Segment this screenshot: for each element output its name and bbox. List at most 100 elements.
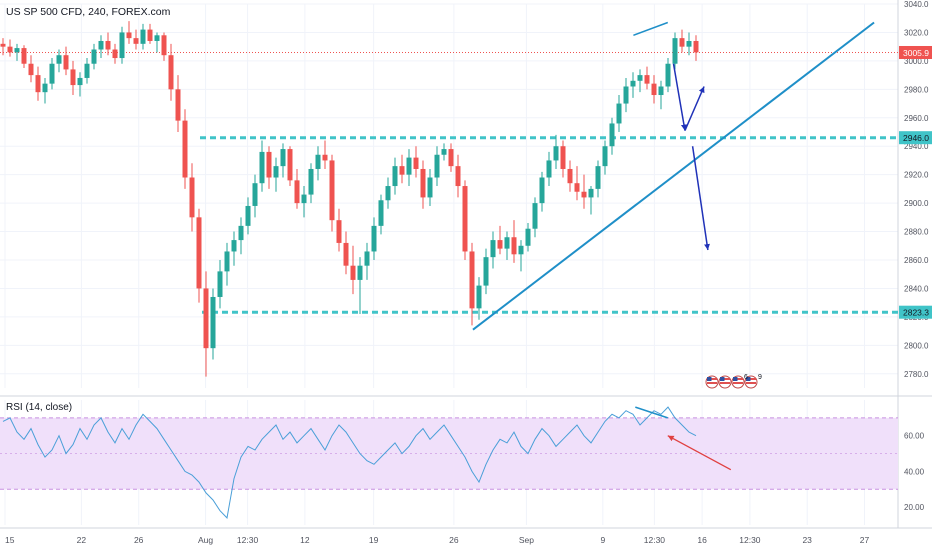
price-tick-label: 2880.0 (904, 228, 929, 237)
level-price-label: 2823.3 (903, 308, 929, 318)
candle-body (413, 157, 419, 169)
price-tick-label: 2840.0 (904, 284, 929, 293)
us-flag-icon[interactable] (705, 375, 719, 389)
candle-body (525, 228, 531, 246)
candle-body (112, 49, 118, 59)
rsi-tick-label: 20.00 (904, 503, 925, 512)
time-tick-label: 12:30 (237, 535, 259, 545)
candle-body (651, 83, 657, 96)
candle-body (357, 265, 363, 280)
candle-body (476, 285, 482, 309)
candle-body (168, 55, 174, 90)
candle-body (406, 157, 412, 175)
rsi-band (0, 417, 898, 490)
rsi-divergence-line[interactable] (635, 406, 669, 419)
candle-body (301, 194, 307, 204)
candle-body (462, 186, 468, 252)
candle-body (658, 86, 664, 96)
projection-arrow[interactable] (672, 63, 687, 131)
us-flag-icon[interactable] (718, 375, 732, 389)
candle-body (490, 240, 496, 258)
candle-body (518, 245, 524, 255)
badge-count: 6 (744, 374, 748, 381)
candle-body (679, 38, 685, 47)
candle-body (560, 146, 566, 169)
candle-body (371, 225, 377, 252)
time-tick-label: 22 (77, 535, 87, 545)
projection-arrow[interactable] (684, 86, 705, 131)
candle-body (28, 63, 34, 76)
candle-body (665, 63, 671, 87)
candle-body (231, 240, 237, 252)
candle-body (133, 38, 139, 44)
time-tick-label: 26 (449, 535, 459, 545)
badge-count: 9 (758, 374, 762, 381)
time-tick-label: 23 (802, 535, 812, 545)
price-tick-label: 2960.0 (904, 114, 929, 123)
projection-arrow[interactable] (691, 146, 710, 251)
candle-body (14, 48, 20, 53)
candle-body (343, 242, 349, 266)
time-tick-label: Sep (519, 535, 534, 545)
candle-body (273, 166, 279, 178)
candle-body (315, 154, 321, 169)
candle-body (616, 103, 622, 124)
candle-body (98, 40, 104, 50)
candle-body (119, 32, 125, 59)
candle-body (252, 183, 258, 206)
rsi-series-line (2, 406, 697, 519)
candle-body (266, 151, 272, 178)
candle-body (259, 151, 265, 184)
candle-body (21, 48, 27, 64)
time-tick-label: 16 (697, 535, 707, 545)
candle-body (420, 168, 426, 198)
time-tick-label: 27 (860, 535, 870, 545)
candle-body (385, 186, 391, 201)
candle-body (497, 240, 503, 249)
candle-body (77, 77, 83, 86)
time-tick-label: 26 (134, 535, 144, 545)
candle-body (392, 166, 398, 187)
price-grid (0, 0, 932, 529)
candle-body (364, 251, 370, 266)
candle-body (308, 168, 314, 195)
level-price-label-bg (899, 305, 932, 319)
candle-body (245, 205, 251, 226)
candle-body (567, 168, 573, 184)
candle-body (630, 80, 636, 87)
candle-body (147, 29, 153, 41)
candle-body (35, 75, 41, 93)
candle-body (511, 237, 517, 255)
candle-body (455, 166, 461, 187)
us-flag-icon[interactable] (731, 375, 745, 389)
time-tick-label: 9 (600, 535, 605, 545)
candle-body (217, 271, 223, 297)
time-tick-label: 12 (300, 535, 310, 545)
candle-body (686, 40, 692, 47)
candle-body (532, 203, 538, 229)
price-high-divergence-line[interactable] (633, 21, 669, 36)
level-price-label-bg (899, 131, 932, 145)
price-tick-label: 2920.0 (904, 171, 929, 180)
candle-body (105, 40, 111, 50)
candle-body (182, 120, 188, 178)
candle-body (7, 46, 13, 53)
candle-body (553, 146, 559, 161)
candle-body (350, 265, 356, 280)
candle-body (602, 146, 608, 167)
candle-body (427, 177, 433, 198)
price-axis: 2780.02800.02820.02840.02860.02880.02900… (899, 0, 932, 379)
candle-body (224, 251, 230, 272)
candle-body (210, 296, 216, 349)
candle-body (336, 220, 342, 243)
candle-body (126, 32, 132, 39)
ascending-trendline[interactable] (472, 21, 875, 331)
time-tick-label: 12:30 (644, 535, 666, 545)
price-tick-label: 3020.0 (904, 28, 929, 37)
rsi-divergence-arrow[interactable] (667, 435, 732, 471)
candle-body (196, 217, 202, 289)
price-tick-label: 3000.0 (904, 57, 929, 66)
candle-body (91, 49, 97, 64)
us-flag-icon[interactable] (744, 375, 758, 389)
